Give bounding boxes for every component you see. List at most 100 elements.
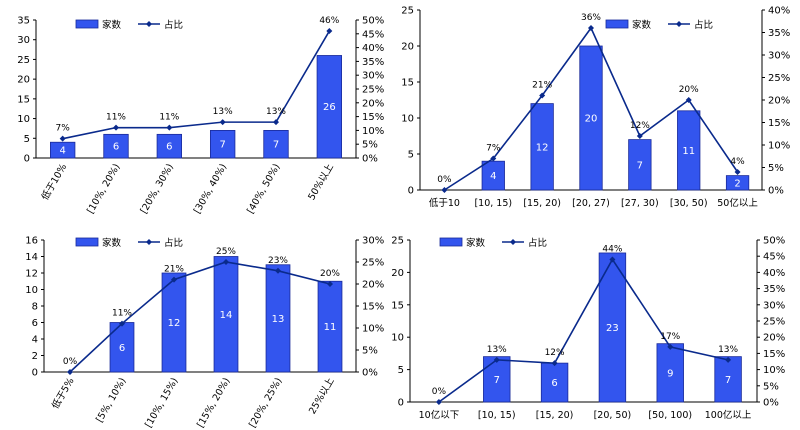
y2-tick-label: 15% [768,118,790,129]
share-label: 13% [718,345,738,355]
bar-value-label: 6 [166,142,172,153]
legend: 家数 占比 [75,237,183,249]
bar [316,55,343,159]
share-point [119,320,125,327]
x-tick-label: [15, 20) [536,410,574,421]
legend-bar-swatch [75,237,99,247]
y2-tick-label: 35% [763,284,785,295]
y2-tick-label: 20% [768,96,790,107]
share-point [734,169,741,175]
bar-value-label: 6 [119,343,125,354]
y2-tick-label: 0% [362,368,378,379]
y2-tick-label: 30% [362,236,384,247]
x-tick-label: 低于10% [39,162,69,203]
x-tick-label: [50, 100) [648,410,692,421]
bar [714,356,742,403]
y-tick-label: 20 [17,75,30,86]
legend-line-label: 占比 [164,19,183,31]
share-point [490,155,497,162]
y-tick-label: 20 [401,42,414,53]
bar-value-label: 12 [168,318,181,329]
x-tick-label: 低于5% [49,376,76,412]
share-point [493,356,500,363]
legend-bar-swatch [439,237,463,247]
chart-1: 0 5 10 15 20 25 30 35 0% 5% 10% 15% 20% 25% 30% 35% 40% 4… [17,16,384,216]
share-point [59,135,66,142]
share-label: 23% [268,256,288,266]
share-label: 12% [545,348,565,358]
bar [530,103,554,191]
bar [579,45,603,191]
y2-tick-label: 50% [763,236,785,247]
share-point [588,25,594,31]
y-tick-label: 25 [401,6,414,17]
y-tick-label: 6 [32,318,38,329]
y2-tick-label: 5% [362,140,378,151]
y2-tick-label: 30% [362,71,384,82]
y2-tick-label: 40% [362,43,384,54]
x-tick-label: [5%, 10%) [94,376,128,424]
y-tick-label: 15 [17,94,30,105]
share-label: 4% [730,157,745,167]
y2-tick-label: 20% [763,333,785,344]
legend: 家数 占比 [439,237,547,249]
y-tick-label: 0 [32,368,38,379]
y2-tick-label: 45% [763,252,785,263]
bar-value-label: 14 [220,310,233,321]
y2-tick-label: 0% [362,154,378,165]
bar-value-label: 11 [682,146,695,157]
y2-tick-label: 40% [763,268,785,279]
legend: 家数 占比 [75,19,183,31]
share-point [685,97,692,103]
share-point [219,119,226,126]
share-label: 13% [213,107,233,117]
bar-value-label: 2 [734,178,740,189]
x-tick-label: [15, 20) [523,198,561,209]
bar-value-label: 6 [551,378,557,389]
x-tick-label: [10, 15) [474,198,512,209]
y-tick-label: 20 [391,268,404,279]
y-tick-label: 35 [17,16,30,27]
legend-bar-label: 家数 [102,237,122,249]
x-tick-label: [10, 15) [478,410,516,421]
y-tick-label: 16 [25,236,38,247]
x-tick-label: [27, 30) [621,198,659,209]
share-label: 11% [112,309,132,319]
legend-line-marker [676,21,682,27]
bar [50,141,76,159]
y-tick-label: 8 [32,302,38,313]
y2-tick-label: 0% [763,398,779,409]
bar [103,133,129,159]
y-tick-label: 15 [401,78,414,89]
share-label: 0% [437,175,452,185]
share-point [327,281,333,287]
legend-line-marker [146,21,152,27]
y-tick-label: 2 [32,351,38,362]
share-point [171,276,177,283]
bar [677,110,701,191]
legend-line-marker [510,239,516,245]
share-point [539,92,546,99]
bar [483,356,511,403]
x-tick-label: [15%, 20%) [195,376,232,430]
y2-tick-label: 10% [362,324,384,335]
legend-bar-label: 家数 [466,237,486,249]
y2-tick-label: 35% [362,57,384,68]
legend: 家数 占比 [605,19,713,31]
share-label: 21% [532,81,552,91]
legend-line-marker [146,239,152,245]
y2-tick-label: 15% [362,112,384,123]
y2-tick-label: 10% [362,126,384,137]
share-point [609,256,616,263]
share-label: 46% [319,16,339,26]
x-tick-label: 10亿以下 [419,409,460,421]
bar [598,252,627,403]
y2-tick-label: 15% [763,349,785,360]
share-point [435,399,442,405]
y2-tick-label: 25% [362,258,384,269]
y2-tick-label: 30% [768,51,790,62]
share-point [551,360,558,367]
y-tick-label: 0 [408,186,414,197]
share-label: 0% [432,387,447,397]
share-label: 20% [679,85,699,95]
